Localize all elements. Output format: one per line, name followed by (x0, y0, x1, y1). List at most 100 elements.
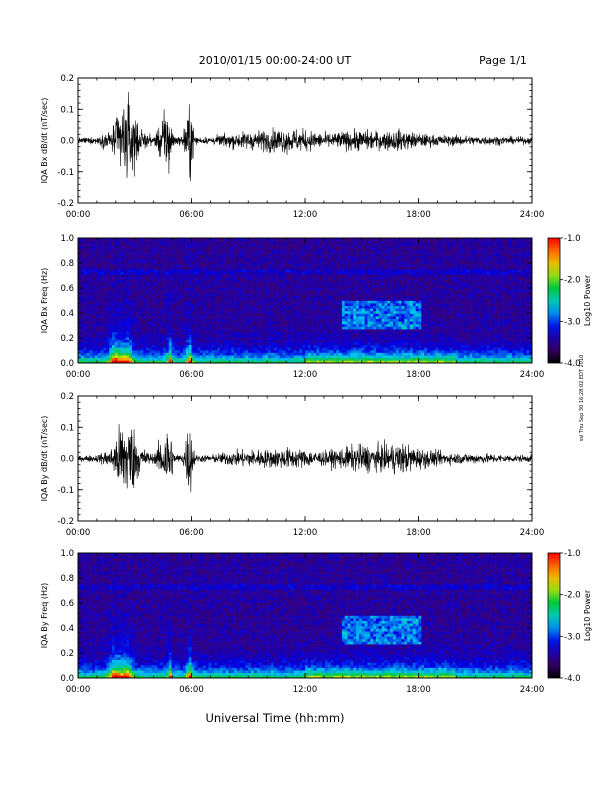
heatmap-cell (129, 340, 132, 343)
heatmap-cell (302, 287, 305, 290)
heatmap-cell (328, 337, 331, 340)
heatmap-cell (84, 301, 87, 304)
heatmap-cell (294, 308, 297, 311)
heatmap-cell (348, 329, 351, 332)
heatmap-cell (333, 248, 336, 251)
heatmap-cell (277, 327, 280, 330)
heatmap-cell (109, 287, 112, 290)
heatmap-cell (325, 319, 328, 322)
heatmap-cell (140, 272, 143, 275)
heatmap-cell (237, 358, 240, 361)
heatmap-cell (339, 308, 342, 311)
heatmap-cell (257, 246, 260, 249)
heatmap-cell (211, 264, 214, 267)
heatmap-cell (268, 295, 271, 298)
heatmap-cell (362, 337, 365, 340)
heatmap-cell (350, 272, 353, 275)
heatmap-cell (254, 264, 257, 267)
heatmap-cell (345, 274, 348, 277)
heatmap-cell (260, 306, 263, 309)
heatmap-cell (183, 311, 186, 314)
heatmap-cell (183, 251, 186, 254)
heatmap-cell (274, 256, 277, 259)
heatmap-cell (362, 347, 365, 350)
heatmap-cell (132, 290, 135, 293)
heatmap-cell (296, 261, 299, 264)
heatmap-cell (282, 327, 285, 330)
heatmap-cell (115, 314, 118, 317)
heatmap-cell (231, 350, 234, 353)
heatmap-cell (262, 293, 265, 296)
heatmap-cell (206, 254, 209, 257)
heatmap-cell (214, 277, 217, 280)
heatmap-cell (112, 314, 115, 317)
heatmap-cell (268, 303, 271, 306)
heatmap-cell (302, 248, 305, 251)
heatmap-cell (240, 293, 243, 296)
heatmap-cell (288, 342, 291, 345)
heatmap-cell (260, 295, 263, 298)
heatmap-cell (95, 267, 98, 270)
heatmap-cell (157, 334, 160, 337)
heatmap-cell (285, 287, 288, 290)
heatmap-cell (240, 324, 243, 327)
heatmap-cell (228, 256, 231, 259)
heatmap-cell (200, 347, 203, 350)
heatmap-cell (234, 301, 237, 304)
heatmap-cell (322, 264, 325, 267)
heatmap-cell (140, 324, 143, 327)
heatmap-cell (163, 256, 166, 259)
heatmap-cell (109, 327, 112, 330)
heatmap-cell (186, 327, 189, 330)
heatmap-cell (331, 332, 334, 335)
heatmap-cell (81, 274, 84, 277)
heatmap-cell (180, 282, 183, 285)
heatmap-cell (84, 353, 87, 356)
heatmap-cell (237, 246, 240, 249)
heatmap-cell (155, 311, 158, 314)
heatmap-cell (206, 350, 209, 353)
heatmap-cell (316, 298, 319, 301)
heatmap-cell (203, 243, 206, 246)
heatmap-cell (274, 321, 277, 324)
heatmap-cell (316, 287, 319, 290)
heatmap-cell (118, 243, 121, 246)
heatmap-cell (157, 274, 160, 277)
heatmap-cell (155, 332, 158, 335)
heatmap-cell (285, 261, 288, 264)
heatmap-cell (129, 327, 132, 330)
heatmap-cell (245, 280, 248, 283)
heatmap-cell (138, 337, 141, 340)
heatmap-cell (302, 274, 305, 277)
heatmap-cell (356, 355, 359, 358)
heatmap-cell (209, 303, 212, 306)
heatmap-cell (121, 264, 124, 267)
heatmap-cell (104, 248, 107, 251)
heatmap-cell (325, 334, 328, 337)
heatmap-cell (282, 332, 285, 335)
heatmap-cell (231, 314, 234, 317)
heatmap-cell (155, 314, 158, 317)
heatmap-cell (104, 295, 107, 298)
heatmap-cell (98, 243, 101, 246)
heatmap-cell (123, 267, 126, 270)
heatmap-cell (294, 321, 297, 324)
heatmap-cell (285, 256, 288, 259)
heatmap-cell (211, 321, 214, 324)
heatmap-cell (282, 345, 285, 348)
heatmap-cell (262, 285, 265, 288)
heatmap-cell (214, 282, 217, 285)
heatmap-cell (268, 308, 271, 311)
heatmap-cell (316, 267, 319, 270)
heatmap-cell (129, 321, 132, 324)
heatmap-cell (365, 350, 368, 353)
heatmap-cell (180, 327, 183, 330)
heatmap-cell (331, 267, 334, 270)
heatmap-cell (87, 350, 90, 353)
heatmap-cell (265, 342, 268, 345)
heatmap-cell (265, 337, 268, 340)
heatmap-cell (160, 308, 163, 311)
heatmap-cell (362, 280, 365, 283)
heatmap-cell (245, 306, 248, 309)
heatmap-cell (291, 295, 294, 298)
